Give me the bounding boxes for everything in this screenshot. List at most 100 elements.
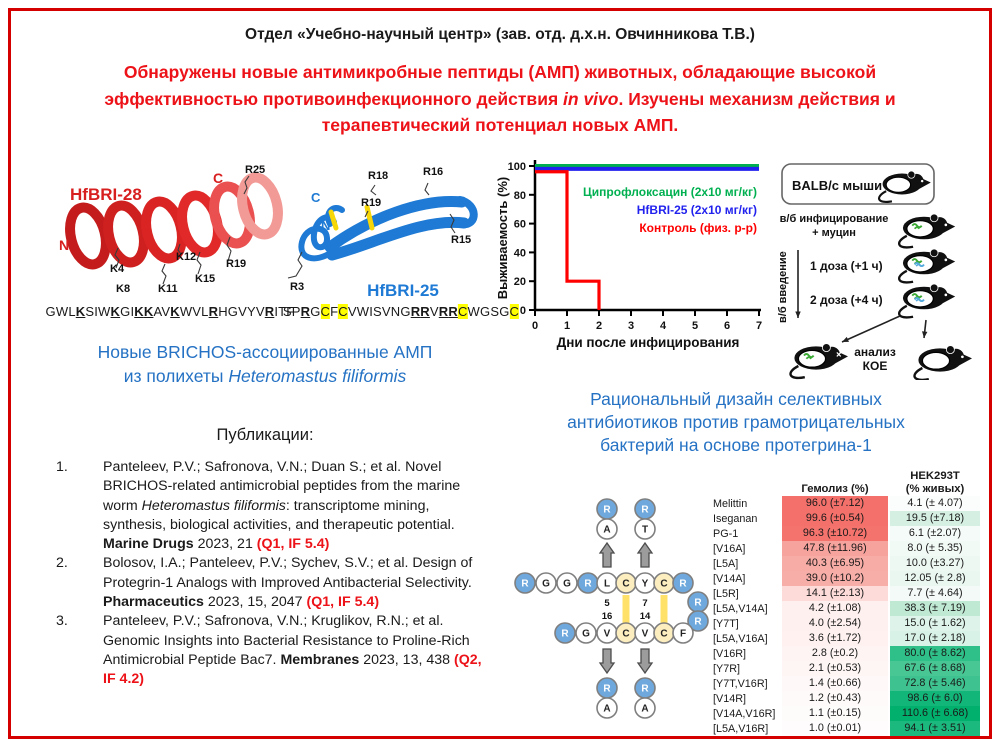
residue-letter: G [120,304,131,319]
residue-letter: R [641,684,649,695]
residue-letter: I [369,304,374,319]
residue-label: K8 [116,283,130,295]
residue-letter: V [255,304,265,319]
peptide-name: Melittin [713,497,748,510]
residue-circle [596,518,618,540]
hek-viability-cell: 12.05 (± 2.8) [890,571,980,586]
x-tick-label: 0 [532,320,538,332]
table-row: PG-1 96.3 (±10.72) 6.1 (±2.07) [710,526,980,541]
residue-circle [634,697,656,719]
residue-label: N [59,237,69,253]
residue-letter: G [499,304,510,319]
caption-line: бактерий на основе протегрина-1 [600,435,872,456]
position-number: 16 [602,611,613,622]
residue-letter: A [603,704,610,715]
hek-viability-cell: 15.0 (± 1.62) [890,616,980,631]
hek-viability-cell: 110.6 (± 6.68) [890,706,980,721]
hemolysis-cell: 2.8 (±0.2) [782,646,888,661]
hemolysis-cell: 99.6 (±0.54) [782,511,888,526]
peptide-name: PG-1 [713,527,739,540]
side-chain-squiggle [287,251,303,279]
hek-column-header: HEK293T (% живых) [905,470,965,496]
residue-label: R25 [245,164,265,176]
residue-letter: G [542,579,550,590]
residue-label: R15 [451,234,471,246]
residue-letter: F [330,304,339,319]
residue-letter: P [291,304,301,319]
text-segment: . Изучены механизм действия и терапевтич… [321,88,896,136]
residue-letter: L [604,579,610,590]
peptide-name: [Y7T] [713,617,739,630]
table-row: [Y7R] 2.1 (±0.53) 67.6 (± 8.68) [710,661,980,676]
hemolysis-cell: 1.1 (±0.15) [782,706,888,721]
text-segment: 2023, 13, 438 [359,651,454,668]
disulfide-mark [364,204,375,231]
text-segment: (Q1, IF 5.4) [256,536,330,553]
text-segment: Panteleev, P.V.; Safronova, V.N.; Krugli… [103,613,470,668]
table-body: Melittin 96.0 (±7.12) 4.1 (± 4.07) Iseganan… [710,496,980,736]
mouse-icon [898,248,956,284]
x-tick-label: 5 [692,320,698,332]
x-axis-label: Дни после инфицирования [557,335,740,350]
hemolysis-cell: 3.6 (±1.72) [782,631,888,646]
text-segment: Pharmaceutics [103,594,204,611]
substitution-arrow [636,648,654,675]
protein-structures-figure: HfBRI-28 HfBRI-25 C R25 N K4 K8 K11 K12 K15 R19 R18… [59,164,478,300]
residue-letter: C [660,579,667,590]
table-row: [V16A] 47.8 (±11.96) 8.0 (± 5.35) [710,541,980,556]
residue-letter: S [373,304,382,319]
residue-letter: R [694,617,702,628]
residue-letter: C [457,304,468,319]
residue-letter: R [264,304,275,319]
residue-letter: R [641,505,649,516]
side-chain-squiggle [370,184,377,196]
legend-entry: Контроль (физ. р-р) [639,221,757,235]
hek-viability-cell: 94.1 (± 3.51) [890,721,980,736]
text-segment: (Q2, IF 4.2) [103,651,482,688]
route-label: в/б введение [777,251,789,323]
residue-letter: R [208,304,219,319]
text-segment: Heteromastus filiformis [228,365,407,386]
peptide-name: [L5A,V16R] [713,722,769,735]
residue-letter: W [179,304,193,319]
side-chain-squiggle [424,182,430,196]
hfbri25-sequence: SPRGCFCVWISVNGRRVRRCWGSGC [282,304,520,319]
mouse-icon [878,170,931,203]
residue-letter: C [622,579,629,590]
y-axis-label: Выживаемость (%) [495,177,510,299]
residue-letter: S [282,304,292,319]
residue-letter: R [584,579,592,590]
hek-viability-cell: 7.7 (± 4.64) [890,586,980,601]
x-tick-label: 3 [628,320,634,332]
y-tick-label: 60 [514,219,526,231]
residue-letter: R [679,579,687,590]
hek-viability-cell: 17.0 (± 2.18) [890,631,980,646]
x-tick-label: 2 [596,320,602,332]
beta-hairpin-strand [324,195,468,253]
residue-label: K4 [110,263,125,275]
x-tick-label: 1 [564,320,570,332]
residue-letter: K [143,304,154,319]
peptide-name: [V14A] [713,572,746,585]
residue-letter: G [310,304,321,319]
residue-letter: G [45,304,56,319]
position-number: 7 [642,598,647,609]
text-segment: (Q1, IF 5.4) [306,594,380,611]
residue-letter: R [300,304,311,319]
hek-viability-cell: 6.1 (±2.07) [890,526,980,541]
mouse-experiment-diagram: BALB/c мыши в/б инфицирование + муцин в/б в… [777,163,972,380]
table-row: [L5A,V14A] 4.2 (±1.08) 38.3 (± 7.19) [710,601,980,616]
residue-letter: V [238,304,247,319]
publication-item: 1. Panteleev, P.V.; Safronova, V.N.; Duan… [48,458,492,554]
residue-label: K12 [176,251,196,263]
mouse-icon [789,343,848,380]
residue-letter: R [561,629,569,640]
hemolysis-cell: 39.0 (±10.2) [782,571,888,586]
table-row: [L5R] 14.1 (±2.13) 7.7 (± 4.64) [710,586,980,601]
residue-letter: A [641,704,648,715]
text-segment: Heteromastus filiformis [141,497,286,514]
position-number: 14 [640,611,651,622]
balb-label: BALB/c мыши [792,178,882,193]
residue-letter: F [680,629,686,640]
